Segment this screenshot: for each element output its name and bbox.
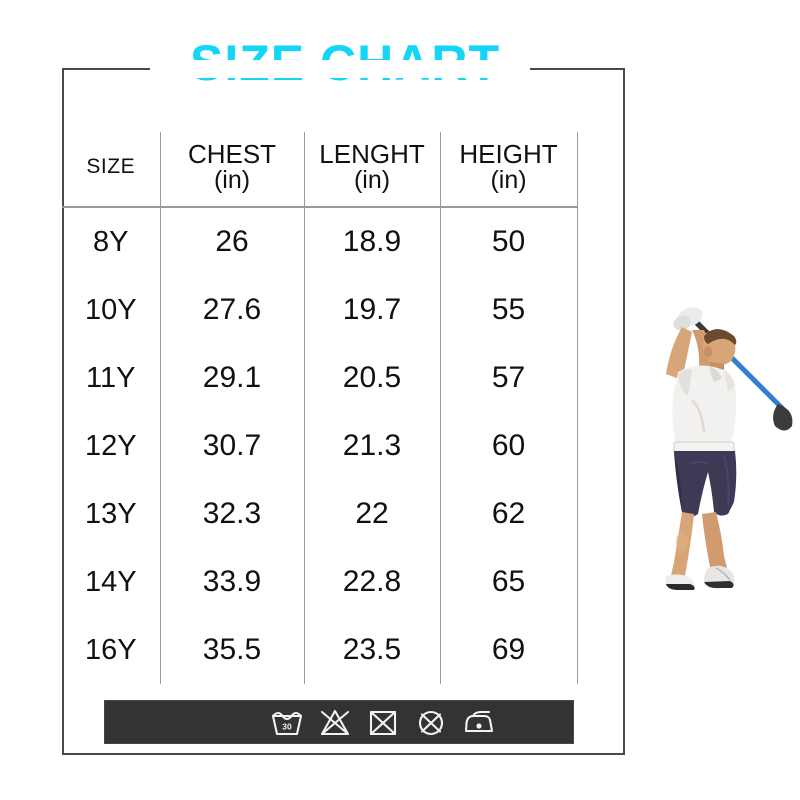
cell-length: 21.3 [303, 412, 440, 480]
cell-length: 22.8 [303, 548, 440, 616]
column-header-chest-unit: (in) [213, 165, 251, 194]
frame-title-gap [150, 60, 530, 78]
cell-height: 50 [439, 207, 577, 276]
cell-spacer [576, 480, 625, 548]
column-header-spacer [576, 132, 625, 204]
cell-chest: 32.3 [159, 480, 304, 548]
do-not-bleach-icon [318, 707, 350, 737]
cell-length: 20.5 [303, 344, 440, 412]
cell-height: 65 [439, 548, 577, 616]
do-not-dry-clean-icon [414, 707, 446, 737]
cell-size: 13Y [84, 497, 137, 530]
table-row: 16Y 35.5 23.5 69 [62, 616, 625, 684]
cell-spacer [576, 344, 625, 412]
cell-height: 69 [439, 616, 577, 684]
cell-chest: 27.6 [159, 276, 304, 344]
table-row: 12Y 30.7 21.3 60 [62, 412, 625, 480]
column-header-length: LENGHT (in) [303, 132, 440, 204]
wash-tub-30-icon: 30 [270, 707, 303, 737]
table-body: 8Y 26 18.9 50 10Y 27.6 19.7 55 11Y 29.1 20.5 57 12Y 3… [62, 207, 625, 684]
header-rule-spacer [576, 204, 625, 207]
size-chart-table-wrapper: SIZE CHEST (in) LENGHT (in) HEIGHT (in) [62, 132, 625, 688]
cell-size: 10Y [84, 293, 137, 326]
cell-length: 23.5 [303, 616, 440, 684]
cell-size: 12Y [84, 429, 137, 462]
size-chart-table: SIZE CHEST (in) LENGHT (in) HEIGHT (in) [62, 132, 625, 684]
column-header-length-label: LENGHT [319, 138, 425, 169]
table-row: 14Y 33.9 22.8 65 [62, 548, 625, 616]
cell-chest: 35.5 [159, 616, 304, 684]
golfer-photo [632, 300, 800, 592]
cell-length: 22 [303, 480, 440, 548]
cell-length: 18.9 [303, 207, 440, 276]
header-rule-chest [159, 204, 304, 208]
cell-chest: 29.1 [159, 344, 304, 412]
cell-height: 57 [439, 344, 577, 412]
header-rule-size [62, 204, 160, 208]
cell-spacer [576, 276, 625, 344]
table-row: 11Y 29.1 20.5 57 [62, 344, 625, 412]
header-rule-length [303, 204, 440, 208]
column-header-height-unit: (in) [490, 165, 527, 194]
cell-spacer [576, 548, 625, 616]
cell-height: 62 [439, 480, 577, 548]
column-header-size-label: SIZE [86, 155, 136, 179]
table-header: SIZE CHEST (in) LENGHT (in) HEIGHT (in) [62, 132, 625, 208]
cell-size: 14Y [84, 565, 137, 598]
care-instruction-bar: 30 [104, 700, 574, 744]
cell-spacer [576, 207, 625, 276]
cell-chest: 30.7 [159, 412, 304, 480]
cell-height: 60 [439, 412, 577, 480]
cell-length: 19.7 [303, 276, 440, 344]
cell-height: 55 [439, 276, 577, 344]
cell-chest: 26 [159, 207, 304, 276]
column-header-chest-label: CHEST [187, 138, 277, 169]
header-row: SIZE CHEST (in) LENGHT (in) HEIGHT (in) [62, 132, 625, 204]
do-not-tumble-dry-icon [366, 707, 398, 737]
cell-chest: 33.9 [159, 548, 304, 616]
cell-size: 16Y [84, 633, 137, 666]
header-rule-height [439, 204, 577, 208]
table-row: 13Y 32.3 22 62 [62, 480, 625, 548]
column-header-size: SIZE [62, 132, 160, 204]
cell-size: 11Y [86, 361, 136, 394]
cell-size: 8Y [93, 225, 129, 258]
iron-low-heat-icon [462, 707, 494, 737]
column-header-chest: CHEST (in) [159, 132, 304, 204]
table-row: 8Y 26 18.9 50 [62, 207, 625, 276]
table-row: 10Y 27.6 19.7 55 [62, 276, 625, 344]
header-rule-row [62, 204, 625, 208]
column-header-length-unit: (in) [353, 165, 391, 194]
column-header-height-label: HEIGHT [459, 138, 558, 169]
column-header-height: HEIGHT (in) [439, 132, 577, 204]
cell-spacer [576, 616, 625, 684]
svg-text:30: 30 [282, 722, 292, 732]
cell-spacer [576, 412, 625, 480]
